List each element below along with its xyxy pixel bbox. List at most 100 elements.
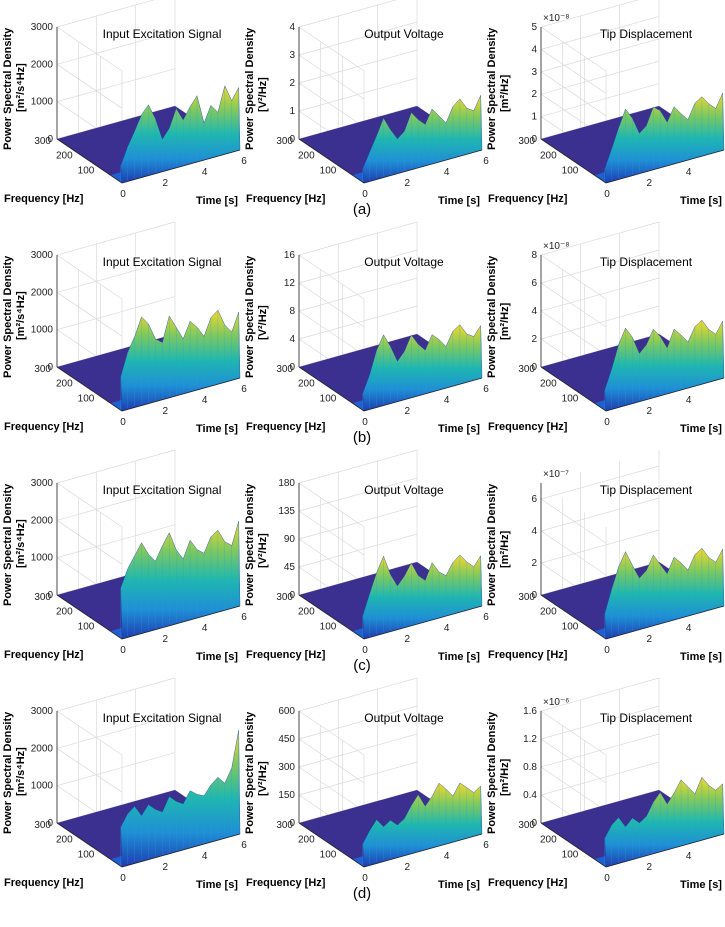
psd-unit-label: [V²/Hz] xyxy=(257,761,269,796)
chart-b-2: 0 2 4 6 8 ×10⁻⁸ 0 2 4 6 100 200 300 Frequency [Hz] Tim… xyxy=(486,221,725,435)
time-axis-label: Time [s] xyxy=(196,879,238,891)
freq-tick-label: 300 xyxy=(34,592,51,603)
freq-tick-label: 200 xyxy=(298,379,315,390)
surface-peaks xyxy=(362,554,483,640)
time-tick-label: 0 xyxy=(362,645,368,656)
z-tick-label: 1000 xyxy=(31,553,54,564)
z-tick-label: 6 xyxy=(531,278,537,289)
chart-a-0: 0 1000 2000 3000 0 2 4 6 100 200 300 Frequency [Hz]… xyxy=(2,0,247,207)
time-tick-label: 2 xyxy=(405,406,411,417)
z-tick-label: 4 xyxy=(289,22,295,33)
z-multiplier: ×10⁻⁸ xyxy=(543,241,569,252)
freq-tick-label: 300 xyxy=(276,592,293,603)
time-axis xyxy=(605,149,725,184)
time-axis-label: Time [s] xyxy=(680,423,722,435)
time-tick-label: 4 xyxy=(686,395,692,406)
psd-unit-label: [m²/s⁴Hz] xyxy=(15,63,27,112)
time-axis xyxy=(605,833,725,868)
psd-unit-label: [V²/Hz] xyxy=(257,305,269,340)
psd-unit-label: [m²/Hz] xyxy=(499,74,511,112)
z-tick-label: 2 xyxy=(531,89,537,100)
z-tick-label: 0 xyxy=(47,134,53,145)
z-tick-label: 4 xyxy=(531,306,537,317)
freq-tick-label: 100 xyxy=(78,849,95,860)
psd-axis-label: Power Spectral Density xyxy=(486,255,498,378)
z-tick-label: 0 xyxy=(531,818,537,829)
z-tick-label: 0 xyxy=(531,134,537,145)
freq-axis-label: Frequency [Hz] xyxy=(488,421,568,433)
chart-title: Input Excitation Signal xyxy=(103,27,222,41)
panel-caption: (c) xyxy=(353,657,371,674)
chart-title: Tip Displacement xyxy=(600,27,693,41)
time-tick-label: 2 xyxy=(405,178,411,189)
time-tick-label: 6 xyxy=(483,612,489,623)
z-tick-label: 8 xyxy=(531,250,537,261)
z-tick-label: 1000 xyxy=(31,781,54,792)
freq-axis-label: Frequency [Hz] xyxy=(246,421,326,433)
z-tick-label: 3000 xyxy=(31,706,54,717)
freq-tick-label: 200 xyxy=(56,835,73,846)
back-wall xyxy=(541,0,659,139)
time-tick-label: 0 xyxy=(362,417,368,428)
freq-axis xyxy=(540,138,607,184)
time-tick-label: 0 xyxy=(120,417,126,428)
z-tick-label: 0 xyxy=(531,590,537,601)
time-axis-label: Time [s] xyxy=(438,879,480,891)
time-tick-label: 2 xyxy=(163,634,169,645)
z-tick-label: 0.8 xyxy=(523,762,537,773)
z-tick-label: 150 xyxy=(278,790,295,801)
z-tick-label: 600 xyxy=(278,706,295,717)
chart-title: Output Voltage xyxy=(364,711,444,725)
freq-tick-label: 200 xyxy=(540,607,557,618)
z-tick-label: 180 xyxy=(278,478,295,489)
freq-tick-label: 100 xyxy=(320,849,337,860)
psd-axis-label: Power Spectral Density xyxy=(244,255,256,378)
freq-tick-label: 300 xyxy=(276,364,293,375)
freq-tick-label: 100 xyxy=(78,621,95,632)
chart-title: Output Voltage xyxy=(364,27,444,41)
psd-axis-label: Power Spectral Density xyxy=(2,255,14,378)
time-tick-label: 2 xyxy=(647,178,653,189)
z-tick-label: 3000 xyxy=(31,478,54,489)
time-tick-label: 2 xyxy=(163,862,169,873)
chart-a-1: 0 1 2 3 4 0 2 4 6 100 200 300 Frequency [Hz] Time [s]… xyxy=(244,0,489,207)
time-tick-label: 2 xyxy=(647,862,653,873)
panel-caption: (d) xyxy=(353,885,371,902)
time-axis-label: Time [s] xyxy=(196,651,238,663)
z-tick-label: 0 xyxy=(289,590,295,601)
z-tick-label: 0 xyxy=(47,362,53,373)
time-axis-label: Time [s] xyxy=(438,651,480,663)
time-tick-label: 0 xyxy=(120,645,126,656)
z-tick-label: 135 xyxy=(278,506,295,517)
z-tick-label: 2000 xyxy=(31,743,54,754)
z-tick-label: 3000 xyxy=(31,250,54,261)
z-tick-label: 12 xyxy=(284,278,296,289)
panel-caption: (b) xyxy=(353,429,371,446)
z-tick-label: 0 xyxy=(289,362,295,373)
time-tick-label: 0 xyxy=(604,417,610,428)
chart-d-0: 0 1000 2000 3000 0 2 4 6 100 200 300 Frequency [Hz]… xyxy=(2,677,247,891)
time-tick-label: 6 xyxy=(241,840,247,851)
time-axis-label: Time [s] xyxy=(196,423,238,435)
z-tick-label: 2 xyxy=(531,334,537,345)
z-tick-label: 1.6 xyxy=(523,706,537,717)
freq-tick-label: 200 xyxy=(56,607,73,618)
time-tick-label: 2 xyxy=(163,406,169,417)
time-tick-label: 2 xyxy=(405,862,411,873)
surface-peaks xyxy=(604,547,725,640)
psd-unit-label: [m²/s⁴Hz] xyxy=(15,291,27,340)
freq-axis-label: Frequency [Hz] xyxy=(488,877,568,889)
freq-tick-label: 100 xyxy=(562,849,579,860)
psd-unit-label: [m²/s⁴Hz] xyxy=(15,519,27,568)
time-axis xyxy=(605,377,725,412)
time-tick-label: 6 xyxy=(241,384,247,395)
freq-axis-label: Frequency [Hz] xyxy=(4,649,84,661)
freq-tick-label: 100 xyxy=(320,165,337,176)
freq-tick-label: 200 xyxy=(56,151,73,162)
time-tick-label: 4 xyxy=(202,167,208,178)
freq-axis-label: Frequency [Hz] xyxy=(246,649,326,661)
chart-title: Output Voltage xyxy=(364,483,444,497)
z-tick-label: 1000 xyxy=(31,325,54,336)
z-tick-label: 0 xyxy=(47,590,53,601)
